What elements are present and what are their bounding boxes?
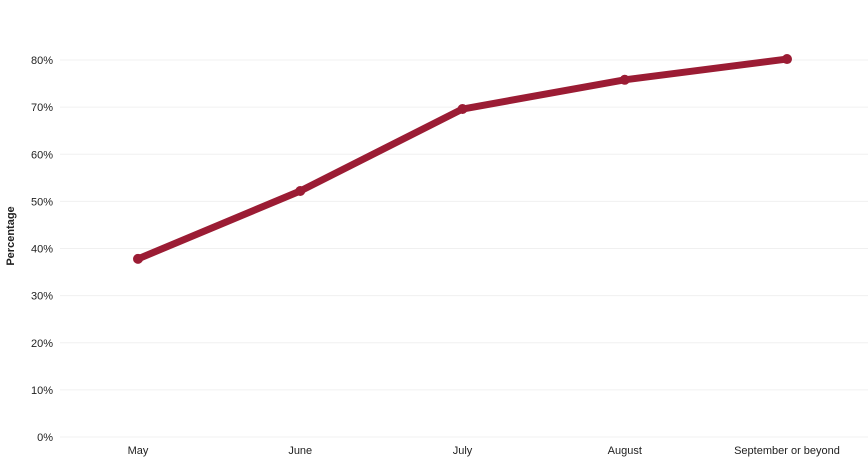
data-point	[295, 186, 306, 197]
series-line	[134, 55, 791, 263]
y-tick-label: 40%	[31, 244, 53, 256]
x-tick-label: August	[608, 445, 642, 457]
y-tick-label: 0%	[37, 432, 53, 444]
data-point	[619, 74, 630, 85]
y-tick-label: 60%	[31, 149, 53, 161]
x-tick-label: June	[288, 445, 312, 457]
data-point	[782, 54, 792, 65]
series-layer	[133, 54, 792, 264]
data-point	[133, 253, 143, 264]
data-point	[457, 104, 468, 115]
x-tick-label: September or beyond	[734, 445, 840, 457]
y-tick-label: 50%	[31, 196, 53, 208]
y-tick-label: 70%	[31, 102, 53, 114]
y-axis-label: Percentage	[5, 206, 17, 265]
y-tick-label: 20%	[31, 338, 53, 350]
x-tick-label: May	[128, 445, 149, 457]
y-tick-label: 30%	[31, 291, 53, 303]
gridlines	[60, 59, 868, 438]
y-tick-label: 10%	[31, 385, 53, 397]
x-axis: May June July August September or beyond	[128, 445, 840, 457]
y-tick-label: 80%	[31, 55, 53, 67]
x-tick-label: July	[453, 445, 473, 457]
y-axis: 0% 10% 20% 30% 40% 50% 60% 70% 80%	[31, 55, 53, 444]
